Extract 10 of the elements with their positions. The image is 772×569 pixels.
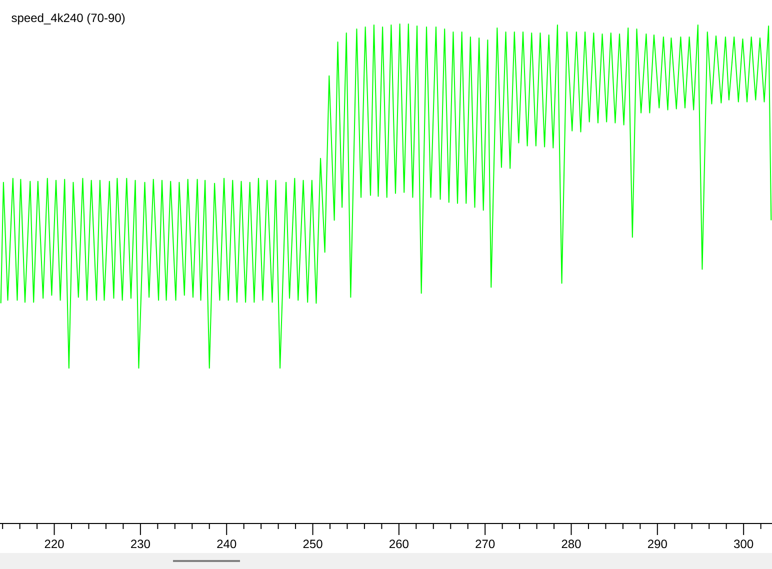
x-tick-label: 300 <box>734 540 754 548</box>
chart-title: speed_4k240 (70-90) <box>12 13 125 24</box>
x-tick-label: 250 <box>303 540 322 548</box>
x-tick-label: 230 <box>131 540 150 548</box>
x-tick-label: 290 <box>648 540 667 548</box>
x-tick-label: 270 <box>476 540 495 548</box>
x-tick-label: 220 <box>44 540 64 548</box>
x-tick-label: 240 <box>217 540 236 548</box>
x-tick-label: 260 <box>390 540 408 548</box>
x-tick-label: 280 <box>562 540 581 548</box>
